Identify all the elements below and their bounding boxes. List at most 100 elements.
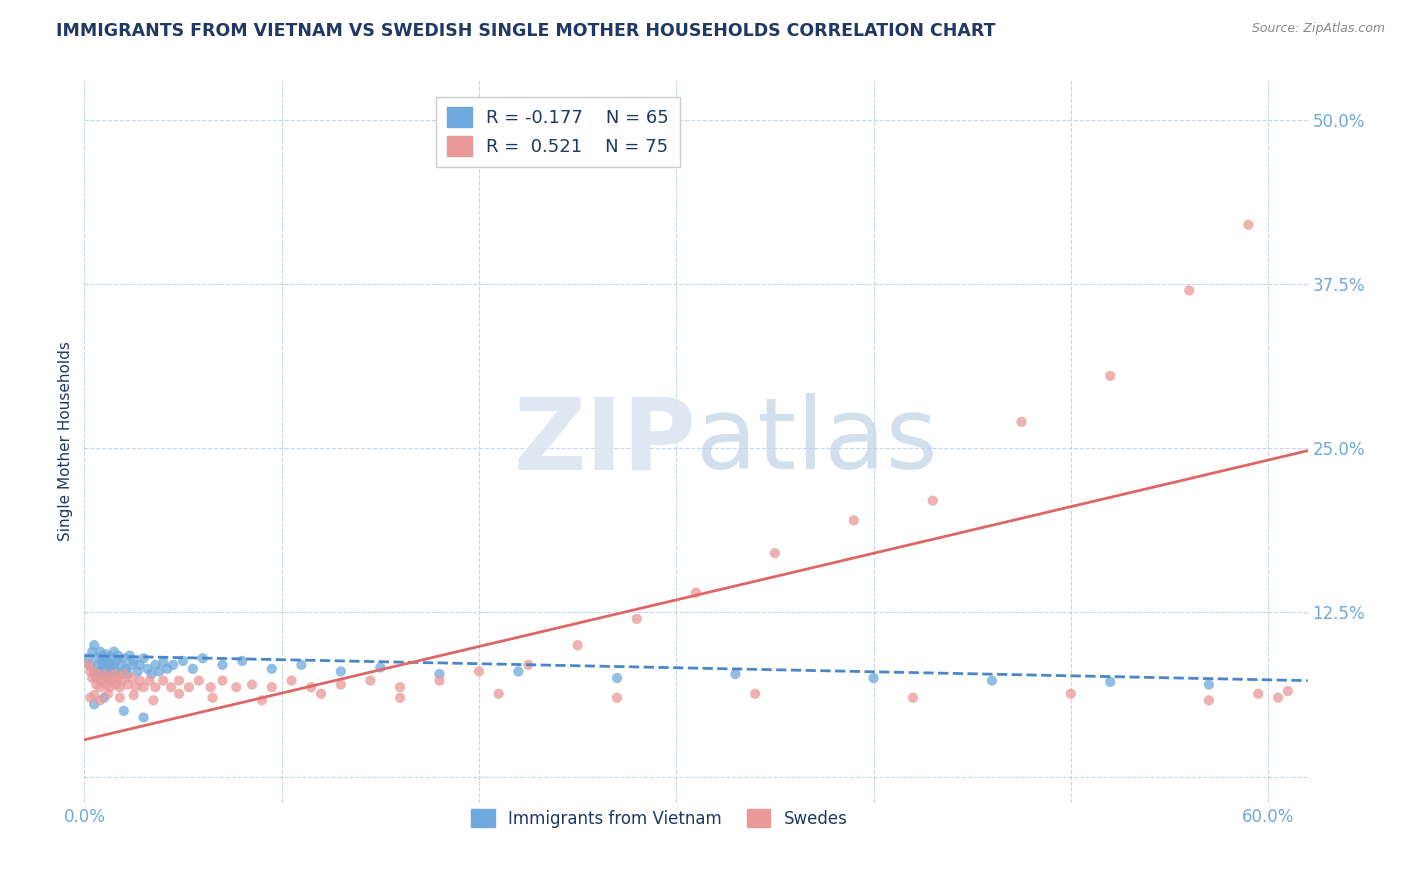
- Point: [429, 667, 451, 681]
- Point: [82, 671, 104, 685]
- Point: [84, 677, 107, 691]
- Point: [211, 673, 233, 688]
- Point: [104, 677, 127, 691]
- Point: [79, 690, 101, 705]
- Point: [98, 650, 121, 665]
- Point: [93, 667, 115, 681]
- Point: [1247, 687, 1270, 701]
- Point: [97, 671, 120, 685]
- Point: [201, 690, 224, 705]
- Point: [77, 657, 100, 672]
- Point: [488, 687, 510, 701]
- Point: [744, 687, 766, 701]
- Point: [94, 648, 117, 662]
- Point: [148, 665, 170, 679]
- Point: [980, 673, 1002, 688]
- Point: [1267, 690, 1289, 705]
- Point: [1178, 284, 1201, 298]
- Point: [389, 690, 412, 705]
- Point: [225, 680, 247, 694]
- Point: [468, 665, 491, 679]
- Point: [122, 654, 145, 668]
- Text: atlas: atlas: [696, 393, 938, 490]
- Point: [167, 673, 190, 688]
- Point: [167, 687, 190, 701]
- Text: Source: ZipAtlas.com: Source: ZipAtlas.com: [1251, 22, 1385, 36]
- Point: [91, 648, 114, 663]
- Point: [89, 693, 111, 707]
- Point: [132, 680, 155, 694]
- Point: [108, 667, 131, 681]
- Point: [1011, 415, 1033, 429]
- Point: [104, 654, 127, 668]
- Point: [181, 662, 204, 676]
- Point: [108, 680, 131, 694]
- Point: [83, 688, 105, 702]
- Point: [517, 657, 540, 672]
- Point: [121, 671, 143, 685]
- Point: [685, 585, 707, 599]
- Point: [1099, 368, 1122, 383]
- Point: [124, 680, 146, 694]
- Point: [87, 657, 110, 672]
- Point: [368, 660, 391, 674]
- Point: [1198, 693, 1220, 707]
- Point: [112, 667, 135, 681]
- Point: [82, 645, 104, 659]
- Point: [103, 667, 125, 681]
- Point: [87, 651, 110, 665]
- Point: [89, 645, 111, 659]
- Point: [152, 655, 174, 669]
- Point: [724, 667, 747, 681]
- Legend: Immigrants from Vietnam, Swedes: Immigrants from Vietnam, Swedes: [464, 802, 853, 834]
- Point: [231, 654, 253, 668]
- Point: [97, 655, 120, 669]
- Point: [97, 671, 120, 685]
- Point: [122, 688, 145, 702]
- Point: [104, 665, 127, 679]
- Point: [91, 673, 114, 688]
- Text: IMMIGRANTS FROM VIETNAM VS SWEDISH SINGLE MOTHER HOUSEHOLDS CORRELATION CHART: IMMIGRANTS FROM VIETNAM VS SWEDISH SINGL…: [56, 22, 995, 40]
- Point: [117, 677, 139, 691]
- Point: [389, 680, 412, 694]
- Point: [191, 651, 214, 665]
- Point: [132, 651, 155, 665]
- Point: [211, 657, 233, 672]
- Point: [112, 704, 135, 718]
- Point: [79, 657, 101, 672]
- Point: [89, 680, 111, 694]
- Point: [94, 662, 117, 676]
- Point: [111, 673, 134, 688]
- Point: [626, 612, 648, 626]
- Point: [111, 657, 134, 672]
- Point: [128, 673, 150, 688]
- Point: [141, 667, 163, 681]
- Point: [83, 638, 105, 652]
- Point: [156, 662, 179, 676]
- Point: [1099, 675, 1122, 690]
- Point: [1198, 677, 1220, 691]
- Point: [280, 673, 302, 688]
- Point: [121, 657, 143, 672]
- Point: [108, 690, 131, 705]
- Point: [329, 677, 352, 691]
- Point: [84, 671, 107, 685]
- Point: [329, 665, 352, 679]
- Point: [142, 693, 165, 707]
- Point: [132, 710, 155, 724]
- Point: [862, 671, 884, 685]
- Point: [107, 648, 129, 663]
- Point: [107, 671, 129, 685]
- Y-axis label: Single Mother Households: Single Mother Households: [58, 342, 73, 541]
- Text: ZIP: ZIP: [513, 393, 696, 490]
- Point: [763, 546, 786, 560]
- Point: [118, 648, 141, 663]
- Point: [145, 680, 167, 694]
- Point: [359, 673, 381, 688]
- Point: [83, 698, 105, 712]
- Point: [160, 680, 183, 694]
- Point: [114, 662, 136, 676]
- Point: [429, 673, 451, 688]
- Point: [606, 671, 628, 685]
- Point: [260, 662, 283, 676]
